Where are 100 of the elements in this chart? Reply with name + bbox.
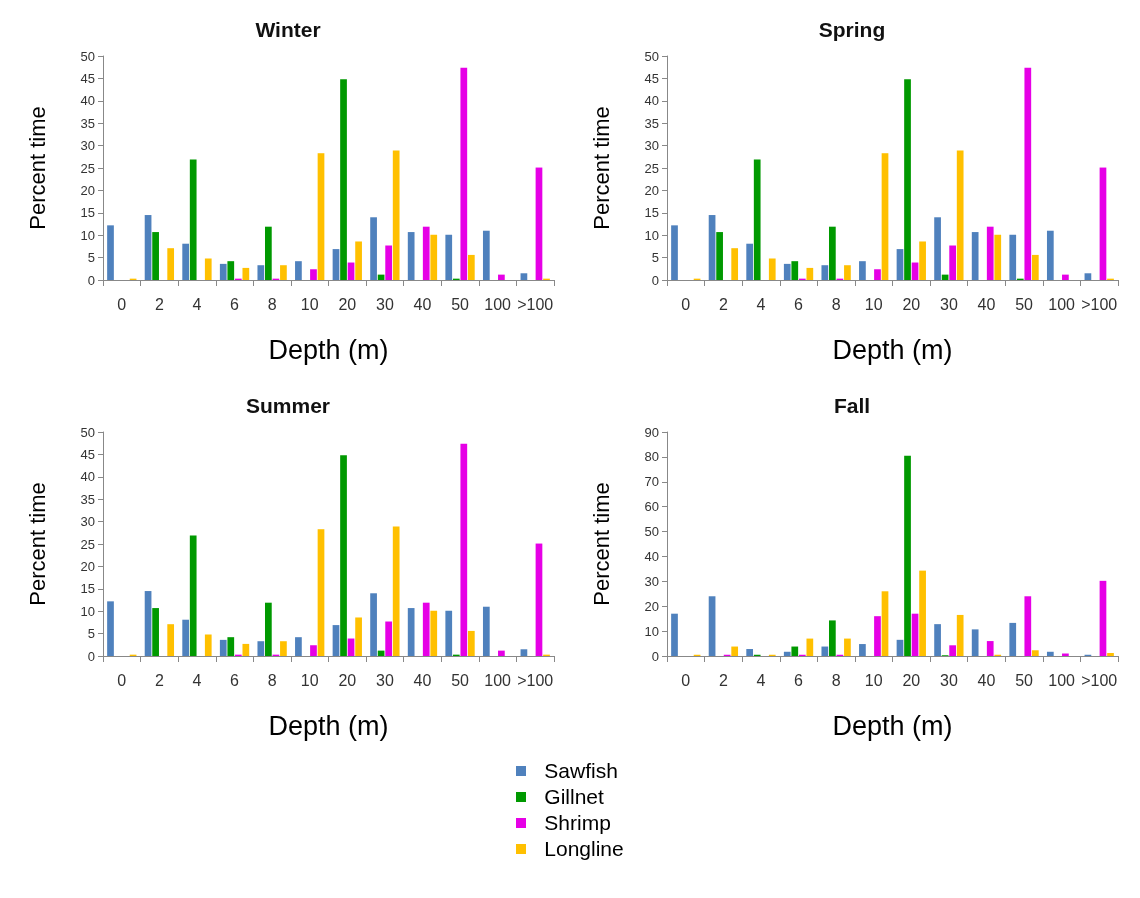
x-tick-label: 8	[831, 671, 841, 689]
bar	[716, 232, 723, 280]
y-tick-label: 50	[80, 424, 95, 440]
bar	[189, 535, 197, 656]
bar	[392, 526, 400, 656]
bar	[904, 79, 911, 280]
y-tick-label: 15	[80, 581, 95, 597]
chart-title: Spring	[818, 18, 886, 41]
x-tick-label: 100	[484, 295, 512, 313]
x-tick-label: >100	[517, 671, 554, 689]
x-tick-label: 20	[338, 295, 357, 313]
x-tick-label: 20	[338, 671, 357, 689]
y-tick-label: 40	[644, 548, 659, 564]
y-tick-label: 15	[80, 205, 95, 221]
x-axis-title: Depth (m)	[832, 334, 953, 365]
legend-label: Shrimp	[544, 811, 611, 835]
bar	[204, 634, 212, 656]
bar	[731, 646, 739, 656]
bar	[971, 629, 979, 656]
bar	[956, 150, 964, 280]
bar	[460, 67, 468, 280]
x-tick-label: 10	[864, 671, 883, 689]
x-tick-label: 20	[902, 295, 921, 313]
y-tick-label: 25	[80, 160, 95, 176]
bar	[467, 630, 475, 656]
bar	[295, 637, 302, 656]
y-tick-label: 5	[651, 250, 659, 266]
x-tick-label: 2	[718, 295, 728, 313]
bar	[189, 159, 197, 280]
x-axis-title: Depth (m)	[268, 710, 389, 741]
bar	[295, 261, 302, 280]
x-tick-label: 6	[794, 671, 804, 689]
x-tick-label: 8	[267, 295, 277, 313]
x-tick-label: 2	[718, 671, 728, 689]
chart-title: Summer	[245, 394, 331, 417]
bar	[467, 254, 475, 280]
bar	[310, 645, 317, 656]
x-tick-label: 0	[117, 671, 127, 689]
bar	[430, 234, 438, 280]
y-tick-label: 25	[644, 160, 659, 176]
x-tick-label: 0	[117, 295, 127, 313]
bar	[385, 621, 392, 656]
legend-label: Gillnet	[544, 785, 604, 809]
bar	[1084, 273, 1092, 280]
bar	[520, 273, 528, 280]
y-axis-title: Percent time	[588, 482, 614, 606]
y-tick-label: 20	[80, 558, 95, 574]
bar	[265, 226, 272, 280]
bar	[152, 232, 159, 280]
bar	[994, 234, 1002, 280]
bar	[904, 455, 911, 656]
bar	[242, 643, 250, 656]
bar	[1046, 651, 1054, 656]
bar	[355, 617, 362, 656]
x-tick-label: 2	[154, 295, 164, 313]
x-tick-label: 30	[375, 671, 394, 689]
legend-label: Longline	[544, 837, 624, 861]
x-tick-label: >100	[517, 295, 554, 313]
y-tick-label: 50	[644, 524, 659, 540]
y-tick-label: 20	[644, 598, 659, 614]
y-tick-label: 5	[87, 250, 95, 266]
bar	[167, 248, 175, 280]
x-axis-title: Depth (m)	[832, 710, 953, 741]
bar	[422, 602, 430, 656]
y-tick-label: 35	[80, 115, 95, 131]
bar	[1046, 230, 1054, 280]
bar	[498, 274, 505, 280]
bar	[821, 265, 829, 280]
bar	[859, 261, 866, 280]
x-tick-label: 8	[831, 295, 841, 313]
bar	[949, 645, 956, 656]
bar	[768, 258, 776, 280]
bar	[806, 638, 814, 656]
bar	[167, 624, 175, 656]
bar	[874, 269, 881, 280]
y-axis-title: Percent time	[24, 482, 50, 606]
chart-title: Fall	[833, 394, 871, 417]
x-tick-label: 4	[192, 671, 202, 689]
y-tick-label: 45	[644, 70, 659, 86]
bar	[219, 263, 227, 280]
bar	[919, 570, 926, 656]
x-tick-label: >100	[1081, 295, 1118, 313]
bar	[949, 245, 956, 280]
bar	[956, 614, 964, 656]
x-tick-label: 30	[375, 295, 394, 313]
x-tick-label: 30	[939, 671, 958, 689]
y-axis-title: Percent time	[588, 106, 614, 230]
bar	[498, 650, 505, 656]
bar	[1107, 653, 1114, 656]
bar	[182, 619, 190, 656]
y-tick-label: 35	[644, 115, 659, 131]
x-tick-label: 6	[794, 295, 804, 313]
x-tick-label: 10	[864, 295, 883, 313]
y-tick-label: 20	[644, 182, 659, 198]
chart-title: Winter	[255, 18, 321, 41]
bar	[1009, 234, 1017, 280]
bar	[385, 245, 392, 280]
x-tick-label: 100	[1048, 671, 1076, 689]
bar	[445, 234, 453, 280]
y-tick-label: 90	[644, 424, 659, 440]
